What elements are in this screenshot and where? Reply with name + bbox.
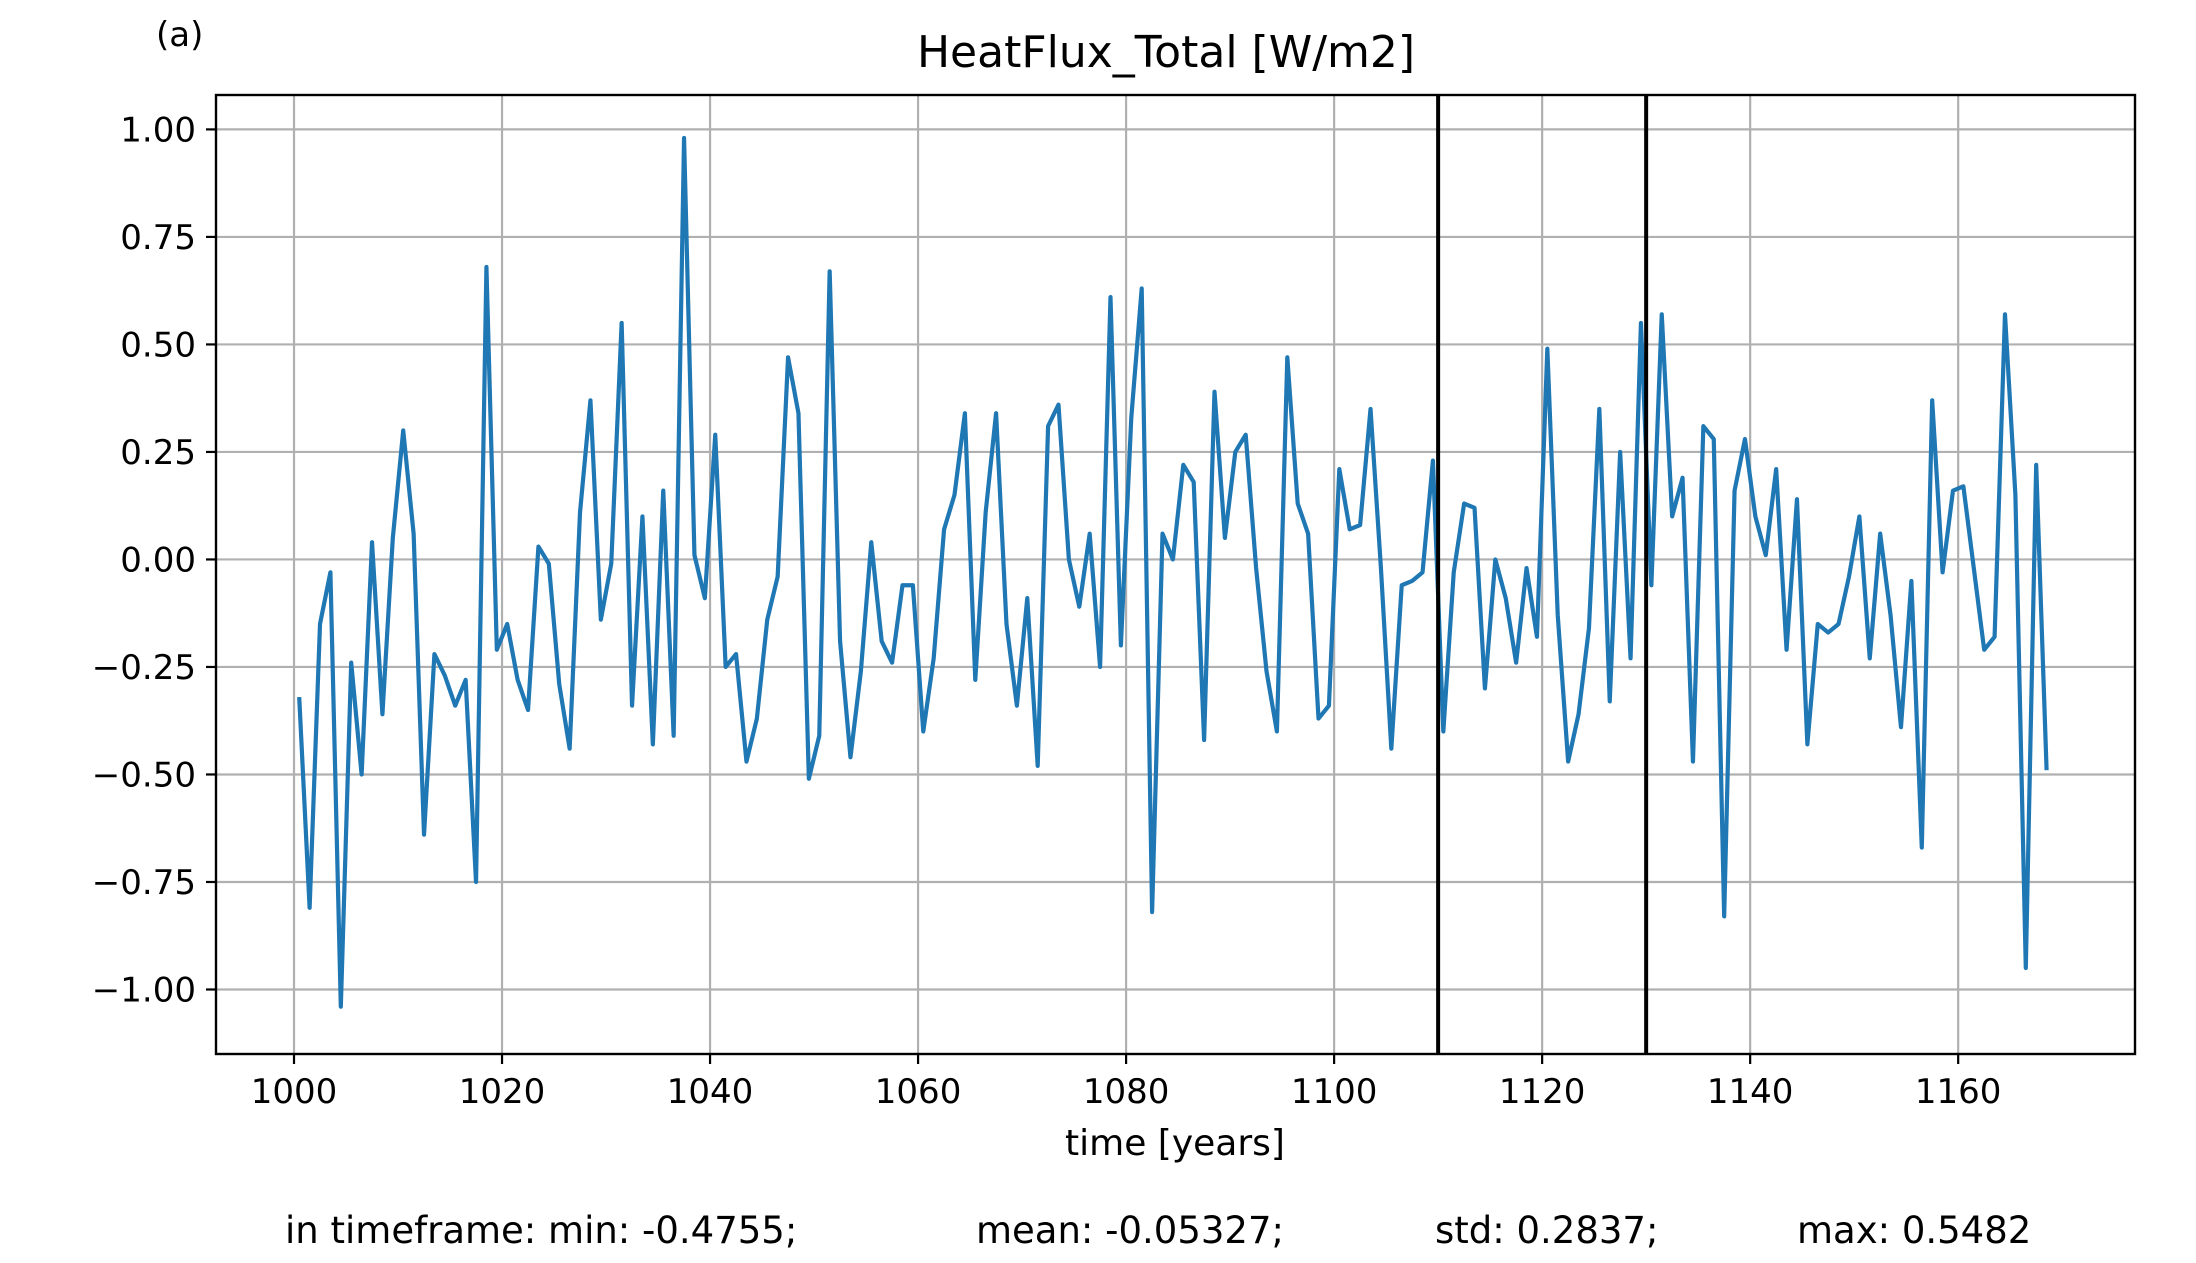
stat-max: max: 0.5482	[1797, 1209, 2031, 1252]
series-layer	[297, 135, 2049, 1009]
x-tick-label: 1060	[875, 1072, 962, 1112]
x-tick-label: 1120	[1499, 1072, 1586, 1112]
y-tick-label: 0.75	[120, 218, 196, 258]
x-tick-label: 1160	[1915, 1072, 2002, 1112]
grid-layer	[216, 95, 2135, 1054]
y-tick-label: −1.00	[92, 970, 196, 1010]
plot-frame	[214, 93, 2137, 1056]
stats-bar: in timeframe: min: -0.4755; mean: -0.053…	[285, 1209, 2031, 1252]
y-tick-label: 0.50	[120, 325, 196, 365]
x-axis-label: time [years]	[1065, 1123, 1285, 1164]
marker-layer	[1436, 95, 1649, 1054]
tick-layer: 1000 1020 1040 1060 1080 1100 1120 1140 1160 1.00…	[92, 110, 2002, 1112]
y-tick-label: 0.00	[120, 540, 196, 580]
x-tick-label: 1140	[1707, 1072, 1794, 1112]
x-tick-label: 1100	[1291, 1072, 1378, 1112]
series-line	[297, 135, 2049, 1009]
panel-label: (a)	[156, 15, 203, 55]
x-tick-label: 1000	[251, 1072, 338, 1112]
stat-min: in timeframe: min: -0.4755;	[285, 1209, 797, 1252]
y-tick-label: −0.25	[92, 648, 196, 688]
x-tick-label: 1040	[667, 1072, 754, 1112]
stat-std: std: 0.2837;	[1435, 1209, 1658, 1252]
y-tick-label: −0.50	[92, 755, 196, 795]
y-tick-label: −0.75	[92, 863, 196, 903]
stat-mean: mean: -0.05327;	[976, 1209, 1284, 1252]
y-tick-label: 0.25	[120, 433, 196, 473]
x-tick-label: 1080	[1083, 1072, 1170, 1112]
chart-title: HeatFlux_Total [W/m2]	[917, 27, 1415, 78]
y-tick-label: 1.00	[120, 110, 196, 150]
x-tick-label: 1020	[459, 1072, 546, 1112]
